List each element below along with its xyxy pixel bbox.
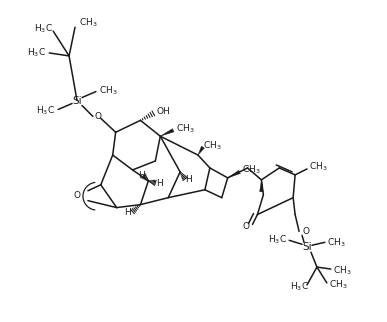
Text: H$_3$C: H$_3$C	[290, 281, 309, 293]
Text: CH$_3$: CH$_3$	[327, 236, 346, 249]
Text: CH$_3$: CH$_3$	[333, 265, 351, 277]
Text: O: O	[74, 191, 81, 200]
Text: H: H	[156, 179, 163, 188]
Text: H$_3$C: H$_3$C	[27, 47, 46, 59]
Text: CH$_3$: CH$_3$	[329, 279, 348, 291]
Text: H$_3$C: H$_3$C	[268, 233, 287, 246]
Polygon shape	[198, 146, 204, 155]
Text: O: O	[94, 112, 101, 121]
Text: O: O	[302, 227, 309, 236]
Text: CH$_3$: CH$_3$	[309, 161, 328, 173]
Text: CH$_3$: CH$_3$	[241, 164, 260, 176]
Text: O: O	[242, 222, 249, 231]
Text: CH$_3$: CH$_3$	[176, 122, 195, 135]
Text: CH$_3$: CH$_3$	[99, 84, 117, 97]
Polygon shape	[228, 170, 240, 178]
Text: Si: Si	[302, 242, 312, 252]
Polygon shape	[260, 180, 263, 192]
Text: CH$_3$: CH$_3$	[203, 140, 221, 152]
Text: H: H	[124, 208, 130, 217]
Text: H: H	[185, 175, 192, 184]
Text: Si: Si	[72, 96, 82, 106]
Polygon shape	[160, 129, 174, 136]
Text: H$_3$C: H$_3$C	[34, 23, 53, 35]
Text: OH: OH	[156, 107, 170, 116]
Text: CH$_3$: CH$_3$	[79, 17, 98, 29]
Text: H$_3$C: H$_3$C	[36, 104, 55, 117]
Text: H: H	[138, 171, 144, 180]
